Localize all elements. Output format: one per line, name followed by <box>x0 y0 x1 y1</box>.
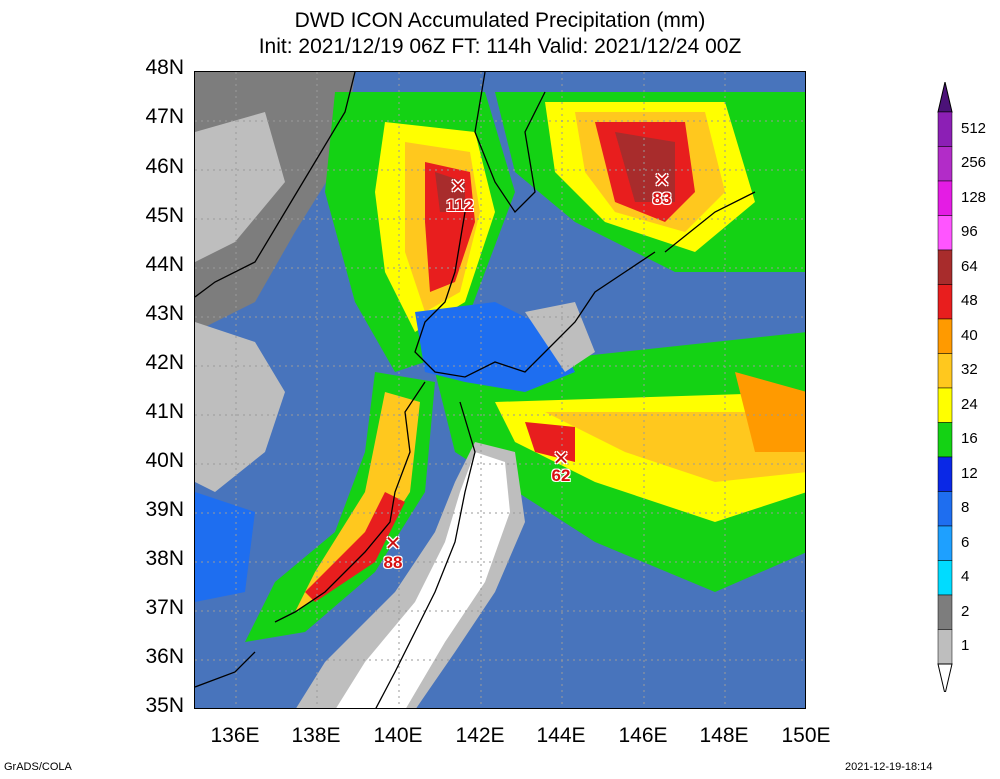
colorbar-swatch <box>937 180 953 216</box>
lat-label: 36N <box>145 645 184 668</box>
colorbar-level-label: 64 <box>961 257 978 275</box>
colorbar-level-label: 4 <box>961 568 970 585</box>
map-subtitle: Init: 2021/12/19 06Z FT: 114h Valid: 202… <box>258 35 742 58</box>
lon-label: 140E <box>373 724 423 747</box>
max-value-label: 112 <box>446 196 474 215</box>
lat-label: 45N <box>145 204 184 227</box>
colorbar-level-label: 24 <box>961 395 978 413</box>
max-marker-icon: ✕ <box>449 176 467 198</box>
colorbar-level-label: 12 <box>961 464 978 482</box>
graticule <box>195 72 805 708</box>
colorbar-level-label: 2 <box>961 602 970 620</box>
coastlines <box>195 72 756 708</box>
colorbar-level-label: 1 <box>961 637 970 654</box>
lon-label: 148E <box>699 724 749 747</box>
lat-label: 43N <box>145 302 184 325</box>
lon-label: 150E <box>781 724 831 747</box>
lat-label: 48N <box>145 56 184 79</box>
colorbar-swatch <box>937 525 953 561</box>
lon-label: 142E <box>455 724 505 747</box>
colorbar-swatch <box>937 491 953 527</box>
colorbar-swatch <box>937 456 953 492</box>
lon-label: 144E <box>536 724 586 747</box>
colorbar-swatch <box>937 594 953 630</box>
colorbar-swatch <box>937 560 953 596</box>
max-marker-icon: ✕ <box>653 170 671 192</box>
precipitation-map <box>194 71 806 709</box>
colorbar-swatch <box>937 249 953 285</box>
lat-label: 47N <box>145 105 184 128</box>
colorbar-bottom-arrow <box>937 663 953 692</box>
footer-timestamp: 2021-12-19-18:14 <box>845 761 933 773</box>
max-marker-icon: ✕ <box>552 448 570 470</box>
colorbar-level-label: 256 <box>961 154 987 171</box>
lat-label: 40N <box>145 449 184 472</box>
max-value-label: 88 <box>383 553 403 572</box>
lat-label: 35N <box>145 694 184 717</box>
lat-label: 37N <box>145 596 184 619</box>
colorbar-level-label: 8 <box>961 499 970 516</box>
lat-label: 39N <box>145 498 184 521</box>
max-value-label: 83 <box>652 189 672 208</box>
lat-label: 44N <box>145 253 184 276</box>
lon-label: 136E <box>210 724 260 747</box>
colorbar-swatch <box>937 422 953 458</box>
colorbar-level-label: 128 <box>961 188 987 206</box>
colorbar-swatch <box>937 284 953 320</box>
map-title: DWD ICON Accumulated Precipitation (mm) <box>294 9 706 32</box>
lat-label: 42N <box>145 351 184 374</box>
colorbar-swatch <box>937 387 953 423</box>
colorbar-top-arrow <box>937 82 953 113</box>
colorbar-level-label: 32 <box>961 361 978 378</box>
colorbar-swatch <box>937 146 953 182</box>
lat-label: 41N <box>145 400 184 423</box>
colorbar-swatch <box>937 318 953 354</box>
colorbar-level-label: 48 <box>961 292 978 309</box>
colorbar <box>937 82 953 692</box>
colorbar-level-label: 16 <box>961 430 978 447</box>
footer-credit: GrADS/COLA <box>4 761 72 773</box>
lon-label: 146E <box>618 724 668 747</box>
colorbar-level-label: 512 <box>961 119 987 137</box>
lat-label: 38N <box>145 547 184 570</box>
max-value-label: 62 <box>551 466 571 485</box>
colorbar-swatch <box>937 353 953 389</box>
colorbar-level-label: 96 <box>961 223 978 240</box>
colorbar-swatch <box>937 629 953 665</box>
lat-label: 46N <box>145 155 184 178</box>
colorbar-swatch <box>937 111 953 147</box>
max-marker-icon: ✕ <box>384 533 402 555</box>
colorbar-level-label: 40 <box>961 326 978 344</box>
lon-label: 138E <box>291 724 341 747</box>
colorbar-level-label: 6 <box>961 533 970 551</box>
colorbar-swatch <box>937 215 953 251</box>
